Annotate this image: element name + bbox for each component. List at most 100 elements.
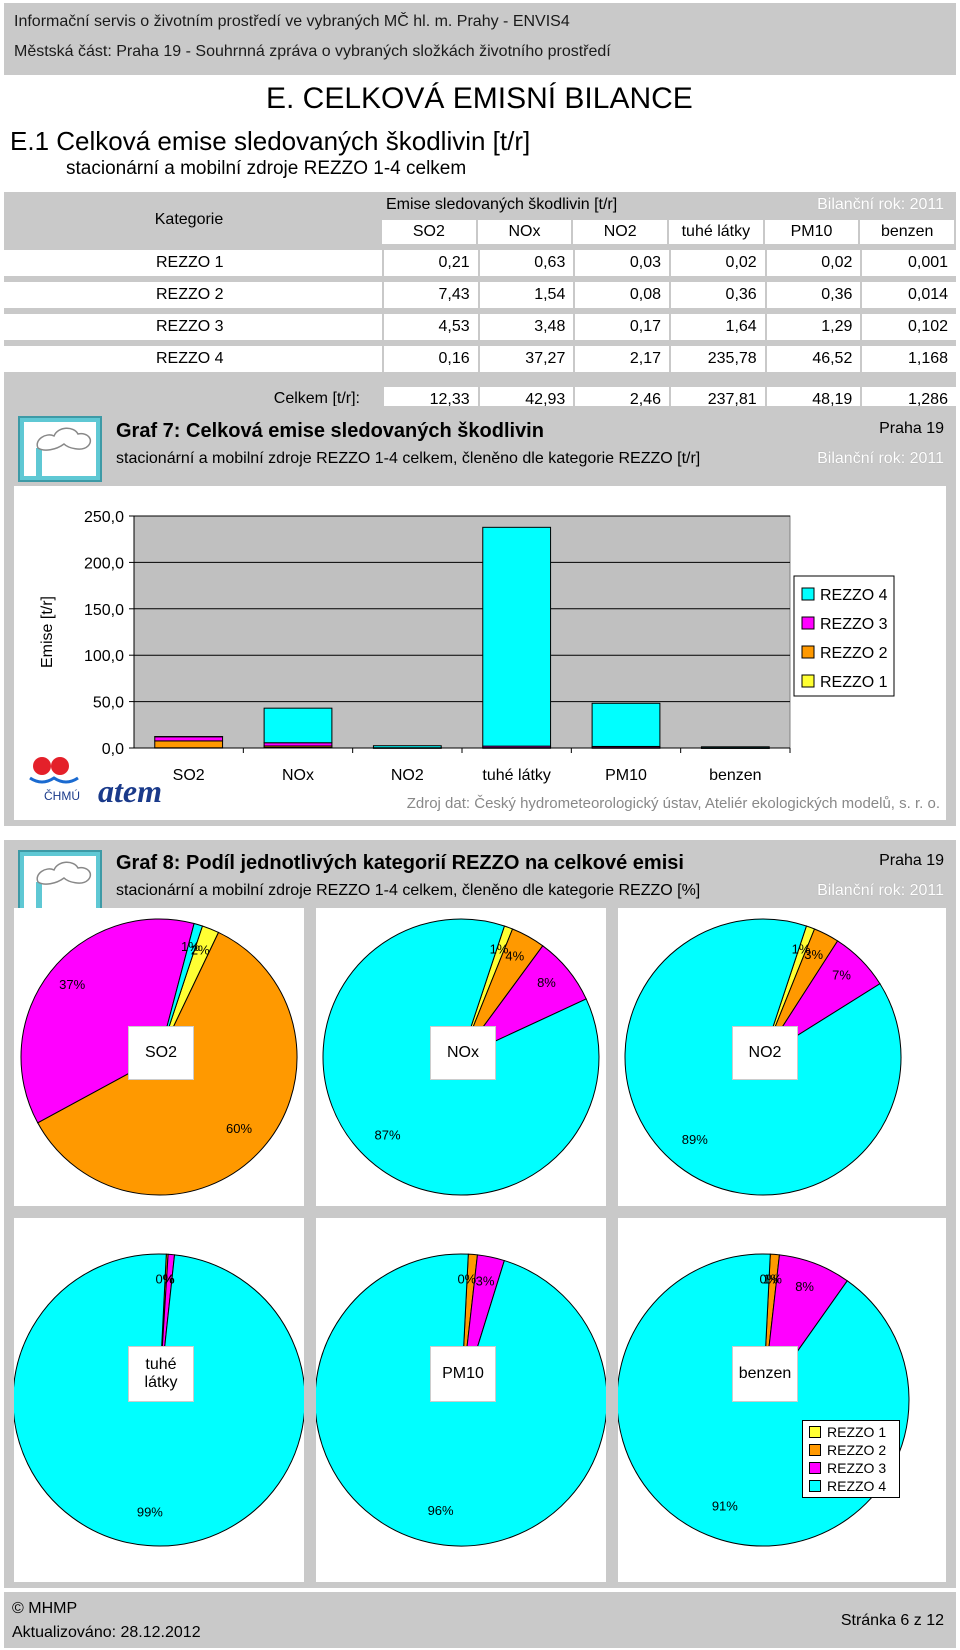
legend-label: REZZO 1 [827,1424,887,1440]
legend-item: REZZO 1 [809,1423,893,1441]
legend-label: REZZO 3 [827,1460,887,1476]
y-tick-label: 100,0 [84,648,124,665]
footer-page-number: Stránka 6 z 12 [840,1612,944,1629]
pie-percent-label: 99% [137,1504,163,1519]
pie-slice [20,918,195,1124]
y-tick-label: 250,0 [84,509,124,526]
pie-percent-label: 0% [457,1271,476,1286]
table-header-emise: Emise sledovaných škodlivin [t/r] [386,196,618,213]
table-cell: 0,08 [575,282,670,308]
y-tick-label: 150,0 [84,602,124,619]
bar-segment [154,740,224,749]
table-cell: 37,27 [479,346,574,372]
legend-label: REZZO 2 [827,1442,887,1458]
table-cell: 4,53 [384,314,478,340]
pie-percent-label: 1% [181,939,200,954]
pie-slice [158,922,204,1058]
pie-percent-label: 2% [191,943,210,958]
legend-swatch [809,1480,821,1492]
pie-title: NOx [430,1026,496,1080]
legend-swatch [801,645,815,659]
table-columns: SO2 NOx NO2 tuhé látky PM10 benzen [382,220,956,244]
pie-panel: 1% 4% 8% 87% NOx [316,908,606,1206]
pie-percent-label: 91% [712,1498,738,1513]
pie-percent-label: 8% [537,975,556,990]
pie-percent-label: 4% [505,949,524,964]
x-tick-label: benzen [709,767,762,784]
pie-panel: 0%% 99% tuhé látky [12,1218,306,1582]
table-row-label: REZZO 1 [4,250,382,276]
legend-label: REZZO 2 [820,645,888,662]
pie-percent-label: 87% [374,1127,400,1142]
plot-area [133,515,791,749]
table-column-header: SO2 [382,220,476,244]
legend-swatch [809,1462,821,1474]
graf8-praha: Praha 19 [879,852,944,869]
table-cell: 0,16 [384,346,478,372]
pie-percent-label: 37% [59,977,85,992]
table-bilancni-rok: Bilanční rok: 2011 [817,196,944,213]
factory-smoke-icon [18,416,102,482]
pie-title: SO2 [128,1026,194,1080]
pie-percent-label: 89% [682,1132,708,1147]
bar-segment [591,702,661,747]
table-row-label: REZZO 3 [4,314,382,340]
chmu-logo-wave [29,776,79,784]
table-cell: 1,54 [479,282,574,308]
pie-percent-label: % [163,1272,175,1287]
graf8-panel: Graf 8: Podíl jednotlivých kategorií REZ… [4,840,956,1588]
section-title: E. CELKOVÁ EMISNÍ BILANCE [266,82,693,115]
chmu-logo: ČHMÚ [44,788,80,803]
table-row: REZZO 1 0,21 0,63 0,03 0,02 0,02 0,001 [4,250,957,276]
pie-percent-label: 1% [763,1272,782,1287]
legend-swatch [801,616,815,630]
chmu-logo-circle [33,757,51,775]
table-cell: 2,17 [575,346,670,372]
table-row: REZZO 2 7,43 1,54 0,08 0,36 0,36 0,014 [4,282,957,308]
atem-logo: atem [98,773,162,809]
pie-percent-label: 96% [428,1503,454,1518]
table-column-header: benzen [860,220,955,244]
pie-title: benzen [732,1346,798,1402]
x-tick-label: NO2 [391,767,424,784]
table-total-label: Celkem [t/r]: [273,390,360,407]
pie-percent-label: 3% [476,1274,495,1289]
table-row: REZZO 3 4,53 3,48 0,17 1,64 1,29 0,102 [4,314,957,340]
table-cell: 0,36 [671,282,765,308]
pie-percent-label: 0% [155,1271,174,1286]
bar-segment [263,707,333,744]
graf7-bilancni-rok: Bilanční rok: 2011 [817,450,944,467]
legend-item: REZZO 3 [809,1459,893,1477]
x-tick-label: SO2 [173,767,205,784]
page-header: Informační servis o životním prostředí v… [4,3,956,75]
table-row-label: REZZO 4 [4,346,382,372]
chmu-logo-circle [51,757,69,775]
pie-panel: 2% 60% 37% 1% SO2 [14,908,304,1206]
factory-smoke-icon [18,850,102,916]
pie-percent-label: 7% [832,967,851,982]
footer-updated: Aktualizováno: 28.12.2012 [12,1624,201,1641]
legend-label: REZZO 3 [820,616,888,633]
table-header-kategorie: Kategorie [154,211,224,228]
pie-percent-label: 60% [226,1121,252,1136]
y-tick-label: 0,0 [102,741,124,758]
graf8-subtitle: stacionární a mobilní zdroje REZZO 1-4 c… [116,882,701,899]
legend-label: REZZO 4 [827,1478,887,1494]
bar-segment [482,526,552,747]
subsection-subtitle: stacionární a mobilní zdroje REZZO 1-4 c… [66,158,467,179]
table-column-header: tuhé látky [669,220,763,244]
table-cell: 3,48 [479,314,574,340]
pie-percent-label: 8% [795,1279,814,1294]
legend-label: REZZO 1 [820,674,888,691]
table-cell: 0,63 [479,250,574,276]
pie-panel: 0% 3% 96% PM10 [314,1218,608,1582]
table-cell: 1,168 [862,346,957,372]
table-cell: 0,001 [862,250,957,276]
graf8-bilancni-rok: Bilanční rok: 2011 [817,882,944,899]
table-cell: 0,02 [671,250,765,276]
source-note: Zdroj dat: Český hydrometeorologický úst… [407,795,940,812]
table-cell: 0,03 [575,250,670,276]
pie-percent-label: 3% [804,947,823,962]
graf7-chart-area: 0,0 50,0 100,0 150,0 200,0 250,0 Emise [t/r] SO… [14,486,946,820]
legend-swatch [809,1444,821,1456]
